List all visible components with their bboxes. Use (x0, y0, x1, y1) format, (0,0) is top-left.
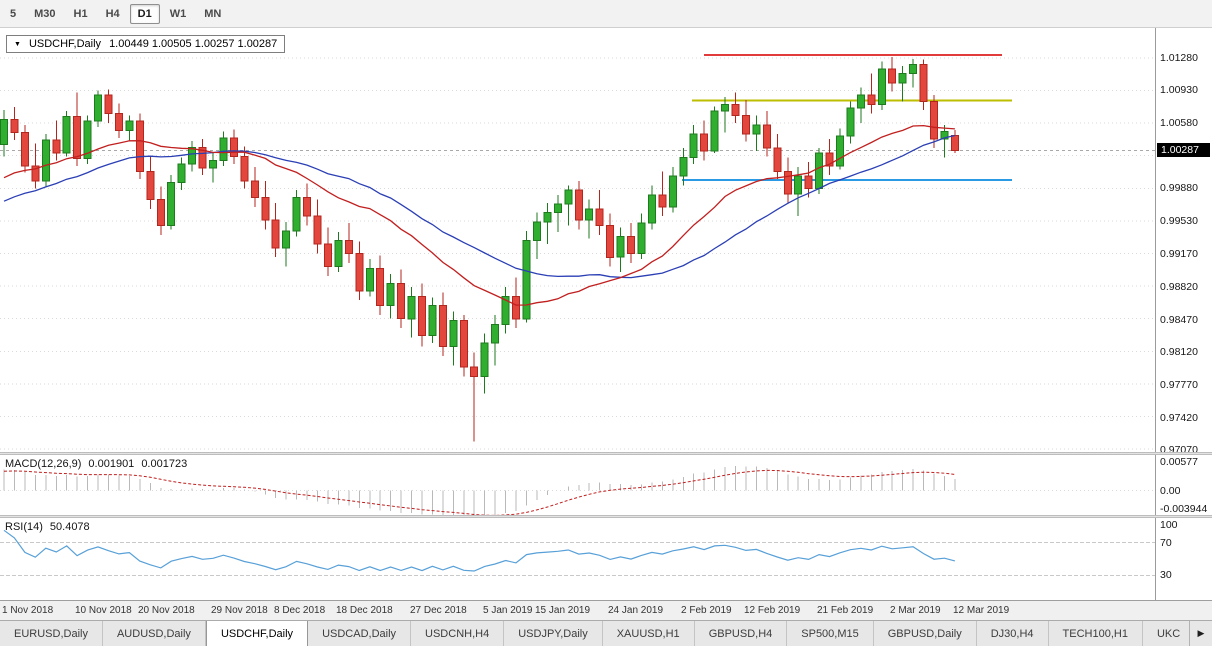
price-axis-label: 1.01280 (1160, 52, 1198, 64)
macd-signal-value: 0.001723 (141, 458, 188, 470)
rsi-line-chart (0, 529, 1155, 576)
date-axis-label: 8 Dec 2018 (274, 605, 326, 616)
date-axis-label: 18 Dec 2018 (336, 605, 393, 616)
date-axis-label: 2 Mar 2019 (890, 605, 941, 616)
macd-pane[interactable]: MACD(12,26,9) 0.001901 0.001723 0.00577 0… (0, 455, 1212, 515)
date-axis-label: 27 Dec 2018 (410, 605, 467, 616)
date-axis-label: 12 Mar 2019 (953, 605, 1010, 616)
price-axis-label: 0.99880 (1160, 182, 1198, 194)
price-axis-label: 0.98470 (1160, 314, 1198, 326)
price-axis-label: 0.98120 (1160, 346, 1198, 358)
ohlc-values: 1.00449 1.00505 1.00257 1.00287 (109, 38, 278, 50)
price-axis-label: 0.99530 (1160, 215, 1198, 227)
macd-axis-label: 0.00 (1160, 485, 1181, 497)
timeframe-button-mn[interactable]: MN (204, 7, 222, 20)
chart-ohlc-readout: ▼ USDCHF,Daily 1.00449 1.00505 1.00257 1… (6, 35, 286, 53)
date-axis-label: 21 Feb 2019 (817, 605, 874, 616)
rsi-axis[interactable]: 100 70 30 (1155, 518, 1212, 600)
price-axis-label: 0.97770 (1160, 379, 1198, 391)
chart-tab-eurusd[interactable]: EURUSD,Daily (0, 621, 103, 646)
date-axis-label: 15 Jan 2019 (535, 605, 591, 616)
date-axis-label: 24 Jan 2019 (608, 605, 664, 616)
chart-tab-audusd[interactable]: AUDUSD,Daily (102, 621, 206, 646)
chart-tab-tech100[interactable]: TECH100,H1 (1048, 621, 1143, 646)
chart-tab-usdchf[interactable]: USDCHF,Daily (205, 621, 309, 646)
chart-tab-usdcad[interactable]: USDCAD,Daily (308, 621, 412, 646)
candlestick-chart[interactable] (0, 28, 1155, 452)
pane-splitter[interactable] (0, 452, 1212, 455)
macd-axis-label: -0.003944 (1160, 503, 1208, 515)
pane-splitter[interactable] (0, 515, 1212, 518)
macd-label: MACD(12,26,9) (5, 458, 82, 470)
chart-tab-dj30[interactable]: DJ30,H4 (976, 621, 1049, 646)
chart-tab-gbpusd[interactable]: GBPUSD,H4 (694, 621, 788, 646)
chart-tab-xauusd[interactable]: XAUUSD,H1 (602, 621, 695, 646)
price-chart-pane[interactable]: ▼ USDCHF,Daily 1.00449 1.00505 1.00257 1… (0, 28, 1212, 452)
symbol-period-label: USDCHF,Daily (28, 38, 102, 50)
macd-histogram-chart (0, 466, 1155, 515)
price-axis-label: 1.00580 (1160, 117, 1198, 129)
rsi-axis-label: 100 (1160, 519, 1178, 531)
rsi-label: RSI(14) (5, 521, 43, 533)
chart-tab-usdjpy[interactable]: USDJPY,Daily (504, 621, 603, 646)
timeframe-button-5[interactable]: 5 (10, 7, 17, 20)
tab-scroll-right-icon[interactable]: ▶ (1189, 621, 1212, 646)
macd-axis[interactable]: 0.00577 0.00 -0.003944 (1155, 455, 1212, 515)
chart-tab-usdcnh[interactable]: USDCNH,H4 (411, 621, 505, 646)
chart-tab-gbpusd[interactable]: GBPUSD,Daily (873, 621, 977, 646)
date-axis-label: 20 Nov 2018 (138, 605, 195, 616)
price-axis[interactable]: 1.01280 1.00930 1.00580 0.99880 0.99530 0.991… (1155, 28, 1212, 452)
rsi-value: 50.4078 (49, 521, 90, 533)
date-axis-label: 12 Feb 2019 (744, 605, 801, 616)
rsi-axis-label: 30 (1160, 569, 1172, 581)
date-axis-label: 10 Nov 2018 (75, 605, 132, 616)
macd-readout: MACD(12,26,9) 0.001901 0.001723 (5, 458, 187, 470)
price-axis-label: 0.98820 (1160, 281, 1198, 293)
price-axis-label: 0.97070 (1160, 444, 1198, 452)
timeframe-button-h1[interactable]: H1 (73, 7, 88, 20)
macd-axis-label: 0.00577 (1160, 456, 1198, 468)
rsi-readout: RSI(14) 50.4078 (5, 521, 90, 533)
date-axis-label: 29 Nov 2018 (211, 605, 268, 616)
current-price-box: 1.00287 (1157, 143, 1210, 157)
timeframe-button-h4[interactable]: H4 (105, 7, 120, 20)
price-axis-label: 1.00930 (1160, 84, 1198, 96)
rsi-axis-label: 70 (1160, 537, 1172, 549)
time-axis[interactable]: 1 Nov 2018 10 Nov 2018 20 Nov 2018 29 Nov 2… (0, 600, 1212, 620)
timeframe-button-d1[interactable]: D1 (129, 3, 160, 24)
rsi-pane[interactable]: RSI(14) 50.4078 100 70 30 (0, 518, 1212, 600)
price-axis-label: 0.97420 (1160, 412, 1198, 424)
date-axis-label: 2 Feb 2019 (681, 605, 732, 616)
timeframe-button-m30[interactable]: M30 (34, 7, 56, 20)
chart-tabs-bar: EURUSD,Daily AUDUSD,Daily USDCHF,Daily USDC… (0, 620, 1212, 646)
timeframe-button-w1[interactable]: W1 (169, 7, 187, 20)
macd-main-value: 0.001901 (88, 458, 135, 470)
timeframe-toolbar: 5 M30 H1 H4 D1 W1 MN (0, 0, 1212, 28)
symbol-collapse-icon[interactable]: ▼ (14, 40, 21, 48)
chart-tab-ukc[interactable]: UKC (1142, 621, 1196, 646)
date-axis-label: 5 Jan 2019 (483, 605, 533, 616)
chart-tab-sp500[interactable]: SP500,M15 (787, 621, 874, 646)
price-axis-label: 0.99170 (1160, 248, 1198, 260)
date-axis-label: 1 Nov 2018 (2, 605, 54, 616)
